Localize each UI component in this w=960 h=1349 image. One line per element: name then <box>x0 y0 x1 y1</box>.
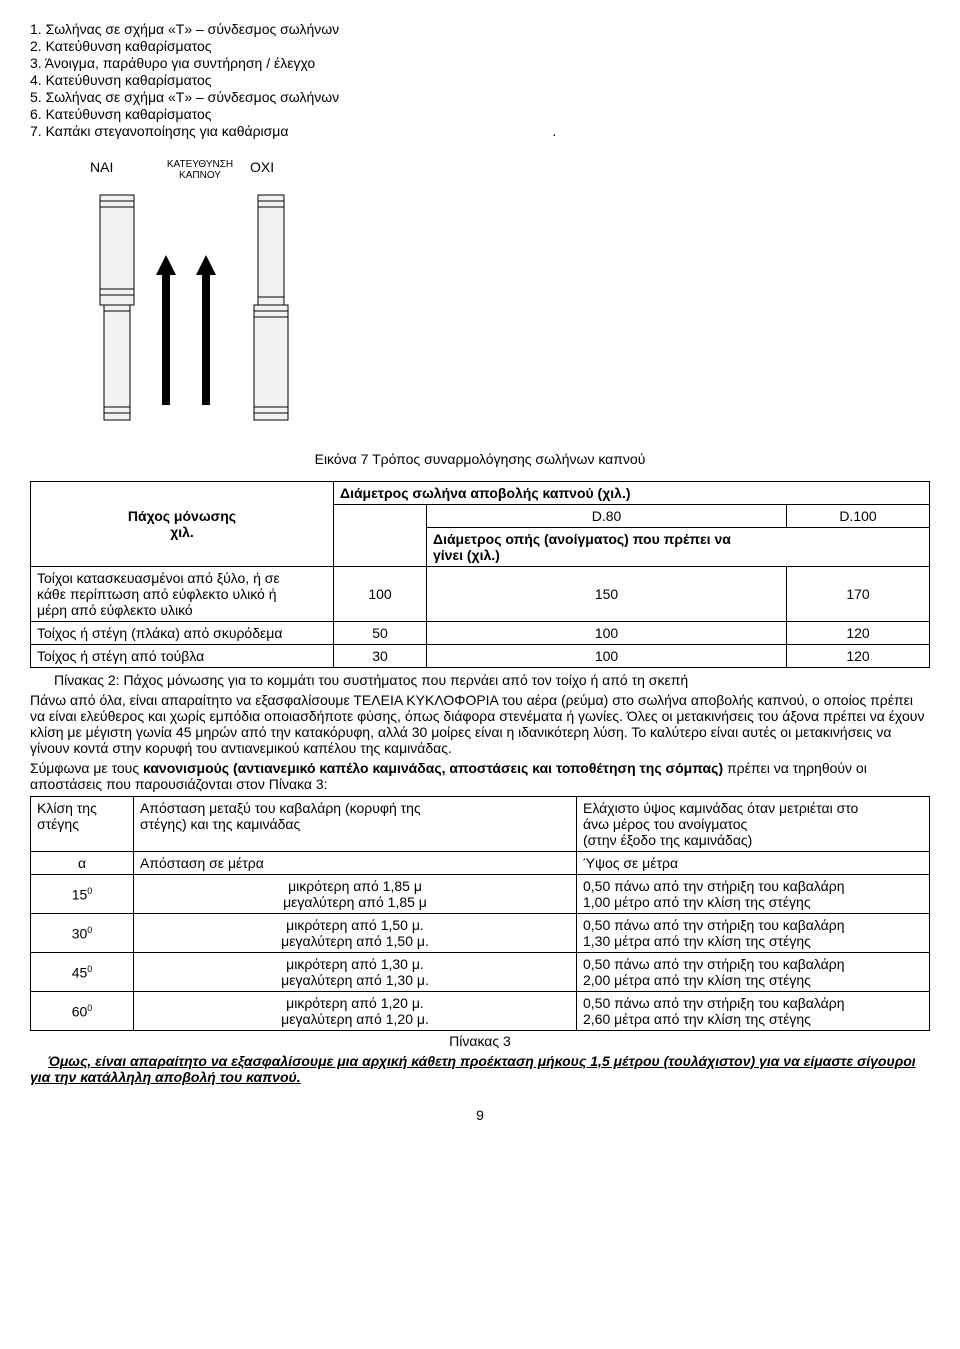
tbl3-cell: 150 <box>31 875 134 914</box>
arrow-up-icon <box>196 255 216 405</box>
pipe-left-icon <box>100 195 134 420</box>
table-2-caption: Πίνακας 2: Πάχος μόνωσης για το κομμάτι … <box>30 672 930 688</box>
figure-7-caption: Εικόνα 7 Τρόπος συναρμολόγησης σωλήνων κ… <box>30 451 930 467</box>
tbl3-cell: Ύψος σε μέτρα <box>577 852 930 875</box>
tbl3-header: Κλίση τηςστέγης <box>31 797 134 852</box>
tbl3-cell: μικρότερη από 1,85 μμεγαλύτερη από 1,85 … <box>134 875 577 914</box>
list-item: 7. Καπάκι στεγανοποίησης για καθάρισμα . <box>30 123 930 139</box>
list-item: 2. Κατεύθυνση καθαρίσματος <box>30 38 930 54</box>
pipe-right-icon <box>254 195 288 420</box>
label-direction: ΚΑΤΕΥΘΥΝΣΗΚΑΠΝΟΥ <box>150 159 250 181</box>
table-2: Πάχος μόνωσης χιλ. Διάμετρος σωλήνα αποβ… <box>30 481 930 668</box>
tbl2-cell: 150 <box>427 567 787 622</box>
tbl3-cell: 0,50 πάνω από την στήριξη του καβαλάρη1,… <box>577 875 930 914</box>
numbered-list: 1. Σωλήνας σε σχήμα «Τ» – σύνδεσμος σωλή… <box>30 21 930 139</box>
tbl3-header: Ελάχιστο ύψος καμινάδας όταν μετριέται σ… <box>577 797 930 852</box>
tbl2-cell: 120 <box>787 645 930 668</box>
tbl3-cell: 0,50 πάνω από την στήριξη του καβαλάρη1,… <box>577 914 930 953</box>
tbl3-cell: μικρότερη από 1,50 μ.μεγαλύτερη από 1,50… <box>134 914 577 953</box>
pipes-svg <box>90 185 350 435</box>
tbl2-cell: 100 <box>427 645 787 668</box>
tbl3-cell: 0,50 πάνω από την στήριξη του καβαλάρη2,… <box>577 992 930 1031</box>
tbl2-cell: 30 <box>334 645 427 668</box>
tbl3-cell: 450 <box>31 953 134 992</box>
tbl3-cell: α <box>31 852 134 875</box>
list-item: 6. Κατεύθυνση καθαρίσματος <box>30 106 930 122</box>
list-item: 4. Κατεύθυνση καθαρίσματος <box>30 72 930 88</box>
tbl3-cell: μικρότερη από 1,20 μ.μεγαλύτερη από 1,20… <box>134 992 577 1031</box>
tbl3-cell: μικρότερη από 1,30 μ.μεγαλύτερη από 1,30… <box>134 953 577 992</box>
tbl3-cell: 600 <box>31 992 134 1031</box>
tbl2-header-thickness: Πάχος μόνωσης <box>128 508 236 524</box>
pipe-diagram: NAI ΚΑΤΕΥΘΥΝΣΗΚΑΠΝΟΥ OXI <box>90 159 930 435</box>
tbl2-cell: 120 <box>787 622 930 645</box>
tbl2-cell <box>334 505 427 567</box>
tbl2-cell: 100 <box>334 567 427 622</box>
list-item: 3. Άνοιγμα, παράθυρο για συντήρηση / έλε… <box>30 55 930 71</box>
label-oxi: OXI <box>250 159 310 175</box>
tbl2-header-diameter: Διάμετρος σωλήνα αποβολής καπνού (χιλ.) <box>334 482 930 505</box>
list-item: 5. Σωλήνας σε σχήμα «Τ» – σύνδεσμος σωλή… <box>30 89 930 105</box>
tbl2-cell: Τοίχος ή στέγη από τούβλα <box>31 645 334 668</box>
final-note: Όμως, είναι απαραίτητο να εξασφαλίσουμε … <box>30 1053 930 1085</box>
tbl2-cell: Τοίχος ή στέγη (πλάκα) από σκυρόδεμα <box>31 622 334 645</box>
tbl3-cell: Απόσταση σε μέτρα <box>134 852 577 875</box>
paragraph: Πάνω από όλα, είναι απαραίτητο να εξασφα… <box>30 692 930 756</box>
tbl3-header: Απόσταση μεταξύ του καβαλάρη (κορυφή της… <box>134 797 577 852</box>
tbl3-cell: 300 <box>31 914 134 953</box>
table-3: Κλίση τηςστέγης Απόσταση μεταξύ του καβα… <box>30 796 930 1031</box>
tbl2-cell: 100 <box>427 622 787 645</box>
list-item: 1. Σωλήνας σε σχήμα «Τ» – σύνδεσμος σωλή… <box>30 21 930 37</box>
tbl2-cell: D.80 <box>427 505 787 528</box>
table-3-caption: Πίνακας 3 <box>30 1033 930 1049</box>
tbl3-cell: 0,50 πάνω από την στήριξη του καβαλάρη2,… <box>577 953 930 992</box>
paragraph: Σύμφωνα με τους κανονισμούς (αντιανεμικό… <box>30 760 930 792</box>
tbl2-cell: 50 <box>334 622 427 645</box>
arrow-up-icon <box>156 255 176 405</box>
tbl2-header-opening: Διάμετρος οπής (ανοίγματος) που πρέπει ν… <box>427 528 930 567</box>
tbl2-cell: D.100 <box>787 505 930 528</box>
page-number: 9 <box>30 1107 930 1123</box>
label-nai: NAI <box>90 159 150 175</box>
tbl2-cell: Τοίχοι κατασκευασμένοι από ξύλο, ή σε κά… <box>31 567 334 622</box>
tbl2-cell: 170 <box>787 567 930 622</box>
